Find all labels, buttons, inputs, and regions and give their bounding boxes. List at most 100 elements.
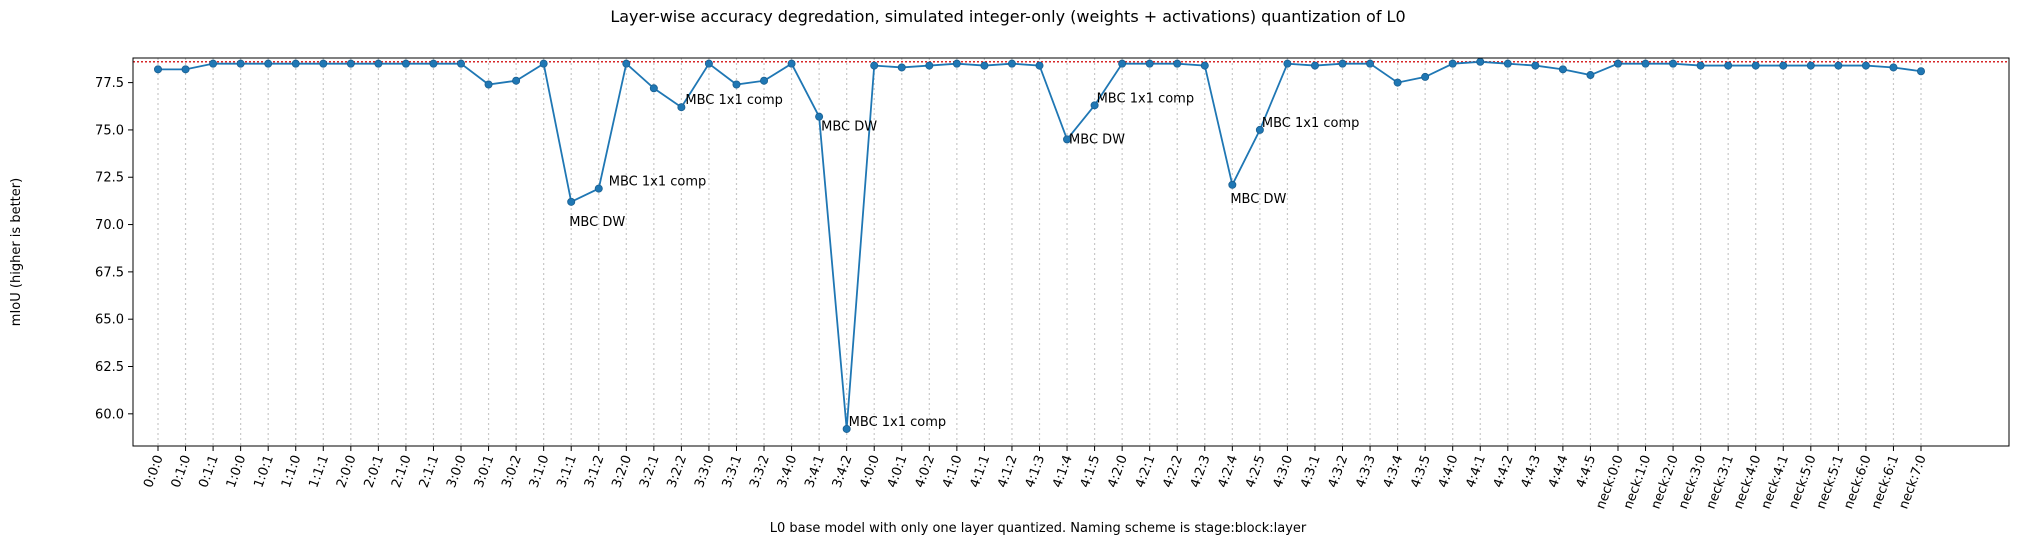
x-tick-label: neck:7:0 <box>1896 453 1929 511</box>
x-tick-label: 4:1:3 <box>1023 453 1049 490</box>
grid-lines <box>157 58 1922 446</box>
x-tick-label: 4:1:5 <box>1078 453 1104 490</box>
data-point <box>1917 67 1926 76</box>
x-tick-label: 2:1:1 <box>417 453 443 490</box>
x-tick-label: 4:2:2 <box>1160 453 1186 490</box>
x-tick-label: 1:0:0 <box>224 453 250 490</box>
x-tick-label: 2:0:1 <box>362 453 388 490</box>
data-point <box>374 59 383 68</box>
x-tick-label: 4:2:1 <box>1133 453 1159 490</box>
annotation-label: MBC 1x1 comp <box>1097 91 1195 106</box>
x-tick-label: 4:3:3 <box>1353 453 1379 490</box>
annotation-label: MBC DW <box>1230 192 1286 207</box>
data-point <box>952 59 961 68</box>
annotations: MBC DW MBC 1x1 comp MBC 1x1 comp MBC DW MBC … <box>569 91 1359 430</box>
x-tick-label: 4:2:3 <box>1188 453 1214 490</box>
data-point <box>539 59 548 68</box>
data-point <box>1035 61 1044 70</box>
x-tick-label: 4:1:1 <box>968 453 994 490</box>
data-point <box>787 59 796 68</box>
x-tick-label: 4:3:5 <box>1408 453 1434 490</box>
x-tick-label: 4:4:4 <box>1546 453 1572 490</box>
data-point <box>1861 61 1870 70</box>
x-tick-label: 4:2:4 <box>1216 453 1242 490</box>
data-point <box>1503 59 1512 68</box>
data-point <box>1641 59 1650 68</box>
data-point <box>1063 135 1072 144</box>
data-point <box>842 424 851 433</box>
x-tick-label: 3:1:1 <box>554 453 580 490</box>
data-point <box>512 76 521 85</box>
data-point <box>1806 61 1815 70</box>
data-point <box>1669 59 1678 68</box>
data-point <box>1118 59 1127 68</box>
data-point <box>732 80 741 89</box>
data-point <box>1889 63 1898 72</box>
x-axis-label: L0 base model with only one layer quanti… <box>770 521 1307 536</box>
data-point <box>457 59 466 68</box>
data-point <box>429 59 438 68</box>
y-axis: 60.0 62.5 65.0 67.5 70.0 72.5 75.0 77.5 <box>95 76 133 422</box>
data-point <box>649 84 658 93</box>
series-accuracy <box>153 57 1926 433</box>
x-tick-label: 4:0:1 <box>885 453 911 490</box>
x-tick-label: 3:4:2 <box>830 453 856 490</box>
x-tick-label: 4:3:0 <box>1271 453 1297 490</box>
x-tick-label: 3:3:2 <box>747 453 773 490</box>
x-tick-label: 4:3:4 <box>1381 453 1407 490</box>
x-tick-label: 1:1:1 <box>306 453 332 490</box>
data-point <box>1283 59 1292 68</box>
x-tick-label: 0:1:0 <box>169 453 195 490</box>
y-tick-label: 67.5 <box>95 265 124 280</box>
data-point <box>1448 59 1457 68</box>
y-tick-label: 77.5 <box>95 76 124 91</box>
data-point <box>1366 59 1375 68</box>
data-point <box>1476 57 1485 66</box>
x-tick-label: 4:4:5 <box>1574 453 1600 490</box>
x-tick-label: 3:1:0 <box>527 453 553 490</box>
data-point <box>1834 61 1843 70</box>
data-point <box>181 65 190 74</box>
x-tick-label: 3:4:1 <box>802 453 828 490</box>
x-tick-label: 3:0:1 <box>472 453 498 490</box>
data-point <box>1613 59 1622 68</box>
data-point <box>704 59 713 68</box>
x-axis: 0:0:0 0:1:0 0:1:1 1:0:0 1:0:1 1:1:0 1:1:1 2:0:0… <box>141 446 1930 511</box>
x-tick-label: 4:4:1 <box>1463 453 1489 490</box>
annotation-label: MBC DW <box>821 120 877 135</box>
data-point <box>1393 78 1402 87</box>
x-tick-label: 4:4:0 <box>1436 453 1462 490</box>
x-tick-label: 3:1:2 <box>582 453 608 490</box>
data-point <box>319 59 328 68</box>
plot-frame <box>132 57 2010 447</box>
data-point <box>1007 59 1016 68</box>
x-tick-label: 4:4:2 <box>1491 453 1517 490</box>
x-tick-label: 3:2:1 <box>637 453 663 490</box>
chart-title: Layer-wise accuracy degredation, simulat… <box>610 7 1405 26</box>
x-tick-label: 4:4:3 <box>1519 453 1545 490</box>
x-tick-label: 4:3:1 <box>1298 453 1324 490</box>
y-tick-label: 75.0 <box>95 123 124 138</box>
data-point <box>1751 61 1760 70</box>
data-point <box>1090 101 1099 110</box>
x-tick-label: 0:0:0 <box>141 453 167 490</box>
x-tick-label: 3:2:0 <box>609 453 635 490</box>
x-tick-label: 4:1:0 <box>940 453 966 490</box>
data-point <box>1696 61 1705 70</box>
annotation-label: MBC DW <box>569 215 625 230</box>
y-axis-label: mIoU (higher is better) <box>9 178 24 326</box>
annotation-label: MBC DW <box>1069 132 1125 147</box>
y-tick-label: 70.0 <box>95 218 124 233</box>
data-point <box>1228 180 1237 189</box>
data-point <box>760 76 769 85</box>
x-tick-label: 4:2:5 <box>1243 453 1269 490</box>
x-tick-label: 2:1:0 <box>389 453 415 490</box>
x-tick-label: 4:0:2 <box>912 453 938 490</box>
x-tick-label: 3:3:0 <box>692 453 718 490</box>
data-point <box>1558 65 1567 74</box>
data-point <box>291 59 300 68</box>
annotation-label: MBC 1x1 comp <box>849 415 947 430</box>
x-tick-label: 4:0:0 <box>857 453 883 490</box>
data-point <box>677 103 686 112</box>
